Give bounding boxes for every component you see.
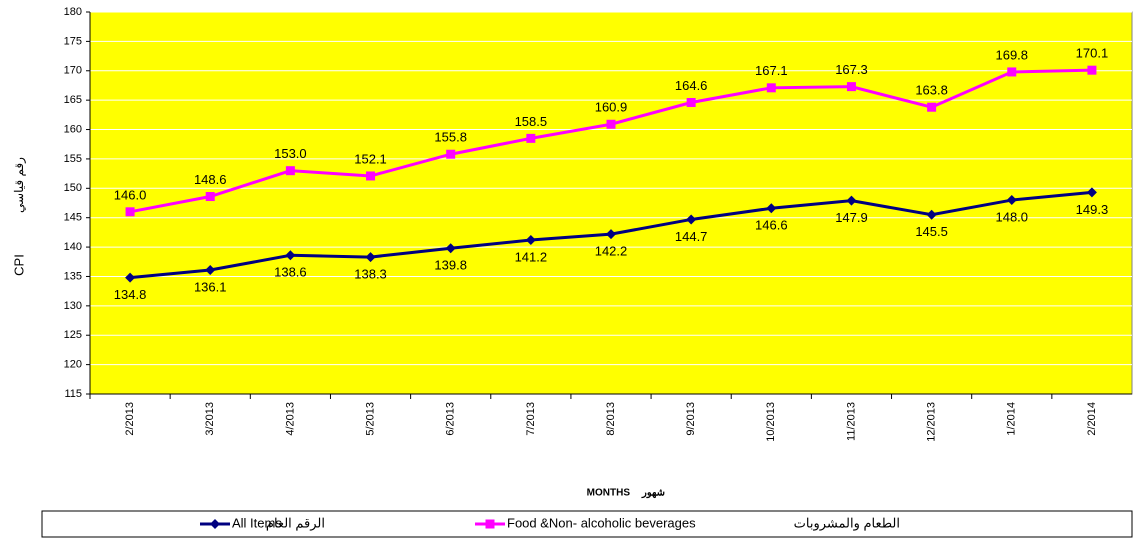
data-label: 163.8 [915,83,948,98]
y-tick-label: 135 [64,270,82,282]
y-tick-label: 150 [64,182,82,194]
data-label: 167.1 [755,63,788,78]
y-tick-label: 180 [64,6,82,18]
marker [766,83,776,93]
y-tick-label: 145 [64,212,82,224]
marker [1087,65,1097,75]
y-tick-label: 120 [64,359,82,371]
y-tick-label: 155 [64,153,82,165]
marker [1007,67,1017,77]
x-axis-label: MONTHS [587,488,631,499]
marker [125,272,136,283]
marker [365,252,376,263]
data-label: 136.1 [194,279,227,294]
y-tick-label: 175 [64,35,82,47]
y-tick-label: 170 [64,65,82,77]
data-label: 148.0 [995,209,1028,224]
marker [526,133,536,143]
x-tick-label: 5/2013 [364,402,376,436]
data-label: 146.0 [114,187,147,202]
data-label: 164.6 [675,78,708,93]
marker [525,235,536,246]
data-label: 169.8 [995,47,1028,62]
data-label: 145.5 [915,224,948,239]
marker [445,243,456,254]
y-tick-label: 125 [64,329,82,341]
x-tick-label: 2/2014 [1086,402,1098,436]
data-label: 160.9 [595,100,628,115]
data-label: 142.2 [595,244,628,259]
marker [846,82,856,92]
y-tick-label: 130 [64,300,82,312]
x-tick-label: 11/2013 [845,402,857,441]
marker [205,264,216,275]
legend-label: All Items [232,515,282,530]
marker [927,102,937,112]
x-tick-label: 12/2013 [926,402,938,442]
marker [485,519,495,529]
x-tick-label: 8/2013 [605,402,617,436]
y-tick-label: 140 [64,241,82,253]
data-label: 134.8 [114,287,147,302]
x-axis-label-ar: شهور [641,488,665,499]
y-axis-label-ar: رقم قياسي [12,157,26,213]
marker [285,166,295,176]
x-tick-label: 10/2013 [765,402,777,442]
x-tick-label: 2/2013 [124,402,136,436]
marker [606,229,616,240]
marker [606,119,616,129]
marker [686,214,697,225]
x-tick-label: 3/2013 [204,402,216,436]
data-label: 152.1 [354,151,387,166]
data-label: 149.3 [1076,202,1109,217]
legend-label: Food &Non- alcoholic beverages [507,515,696,530]
x-tick-label: 1/2014 [1006,402,1018,436]
legend-label-ar: الطعام والمشروبات [794,515,900,531]
data-label: 147.9 [835,210,868,225]
data-label: 153.0 [274,146,307,161]
marker [125,207,135,217]
marker [846,195,857,206]
marker [285,250,296,261]
marker [686,98,696,108]
marker [366,171,376,181]
legend-label-ar: الرقم العام [266,515,325,531]
x-tick-label: 4/2013 [284,402,296,436]
marker [210,519,220,529]
data-label: 148.6 [194,172,227,187]
y-tick-label: 160 [64,123,82,135]
x-tick-label: 9/2013 [685,402,697,436]
y-tick-label: 115 [64,388,82,400]
data-label: 158.5 [515,114,548,129]
marker [1086,187,1097,198]
data-label: 155.8 [434,130,467,145]
marker [926,209,937,220]
y-axis-label: CPI [11,254,26,276]
marker [766,203,777,214]
data-label: 144.7 [675,229,708,244]
x-tick-label: 6/2013 [445,402,457,436]
data-label: 167.3 [835,62,868,77]
x-tick-label: 7/2013 [525,402,537,436]
data-label: 139.8 [434,258,467,273]
y-tick-label: 165 [64,94,82,106]
data-label: 146.6 [755,218,788,233]
data-label: 141.2 [515,249,548,264]
data-label: 138.3 [354,267,387,282]
marker [446,149,456,159]
marker [205,192,215,202]
data-label: 138.6 [274,265,307,280]
plot-area [89,11,1133,395]
marker [1006,195,1017,206]
data-label: 170.1 [1076,46,1109,61]
